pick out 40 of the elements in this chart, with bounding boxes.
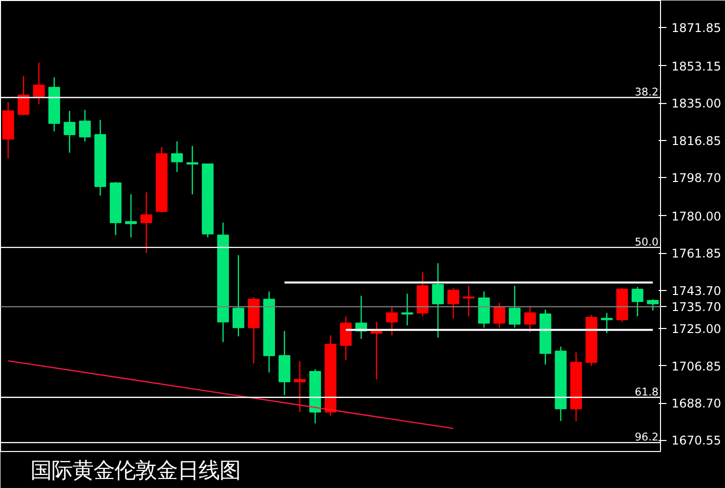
annotation: 38.2 bbox=[634, 85, 659, 98]
y-tick-label: 1835.00 bbox=[672, 96, 722, 111]
y-tick-label: 1743.70 bbox=[672, 284, 722, 298]
y-tick-label: 1688.70 bbox=[672, 396, 722, 411]
y-tick-label: 1670.55 bbox=[672, 434, 722, 448]
candlestick bbox=[386, 306, 398, 336]
candlestick bbox=[447, 287, 460, 319]
y-tick-label: 1871.85 bbox=[672, 21, 722, 36]
candlestick bbox=[462, 285, 475, 317]
annotation: 50.0 bbox=[634, 235, 659, 248]
y-tick-label: 1780.00 bbox=[672, 209, 722, 224]
candlestick bbox=[232, 254, 244, 337]
y-tick-label: 1706.85 bbox=[672, 359, 722, 374]
candlestick bbox=[432, 262, 444, 338]
ref-line-label: 1735.70 bbox=[672, 300, 722, 314]
candlestick bbox=[79, 109, 91, 142]
candlestick bbox=[600, 312, 613, 334]
candlestick bbox=[125, 194, 137, 238]
candlestick bbox=[186, 145, 198, 195]
annotation: 96.2 bbox=[634, 430, 659, 444]
y-tick-label: 1816.85 bbox=[672, 134, 722, 148]
candlestick bbox=[18, 75, 30, 116]
candlestick bbox=[64, 110, 76, 154]
candlestick bbox=[401, 293, 414, 326]
candlestick bbox=[171, 140, 183, 173]
y-tick-label: 1761.85 bbox=[672, 246, 722, 261]
candlestick bbox=[294, 360, 306, 413]
y-tick-label: 1725.00 bbox=[672, 322, 722, 336]
candlestick bbox=[33, 62, 45, 105]
candlestick bbox=[646, 298, 659, 312]
y-tick-label: 1853.15 bbox=[672, 59, 722, 74]
candlestick bbox=[493, 302, 506, 328]
annotation: 61.8 bbox=[634, 385, 659, 398]
y-tick-label: 1798.70 bbox=[672, 171, 722, 186]
candlestick bbox=[632, 286, 644, 317]
candlestick bbox=[140, 192, 152, 254]
candlestick bbox=[508, 285, 521, 328]
candlestick bbox=[524, 305, 536, 333]
candlestick bbox=[340, 316, 352, 361]
text: 国际黄金伦敦金日线图 bbox=[30, 458, 240, 484]
